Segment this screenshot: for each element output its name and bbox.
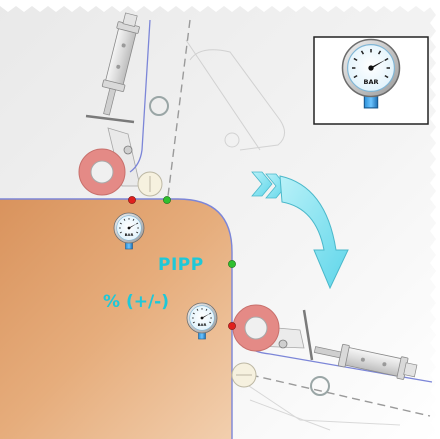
percent-tolerance-label: % (+/-) (103, 292, 169, 312)
cylinder-bracket-bottom (302, 309, 314, 361)
contact-point-red-top (128, 196, 136, 204)
gauge-unit-label-1: BAR (125, 232, 134, 237)
cylinder-bracket-top (85, 114, 135, 124)
pipp-label: PIPP (158, 255, 204, 275)
gauge-unit-label-2: BAR (198, 322, 207, 327)
pivot-ring-bottom (310, 376, 330, 396)
torn-edge-top (0, 0, 440, 12)
sheet-edge-outline (0, 198, 233, 439)
guide-outline-top (129, 19, 151, 173)
contact-point-green-side (228, 260, 236, 268)
dashed-guide-bottom (237, 371, 431, 417)
curved-arrow-icon (251, 171, 349, 290)
ghost-guide-top (185, 39, 285, 151)
roller-icon-bottom (232, 304, 280, 352)
pivot-small-bottom (278, 339, 288, 349)
torn-edge-right (430, 0, 440, 439)
roller-icon (78, 148, 126, 196)
contact-point-red-side (228, 322, 236, 330)
dashed-guide-top (167, 19, 191, 197)
contact-point-green-top (163, 196, 171, 204)
pivot-small-top (123, 145, 133, 155)
sheet-workpiece (0, 199, 232, 439)
gauge-unit-label-large: BAR (364, 78, 379, 86)
ghost-guide-bottom (239, 379, 401, 431)
pivot-ring-top (149, 96, 169, 116)
